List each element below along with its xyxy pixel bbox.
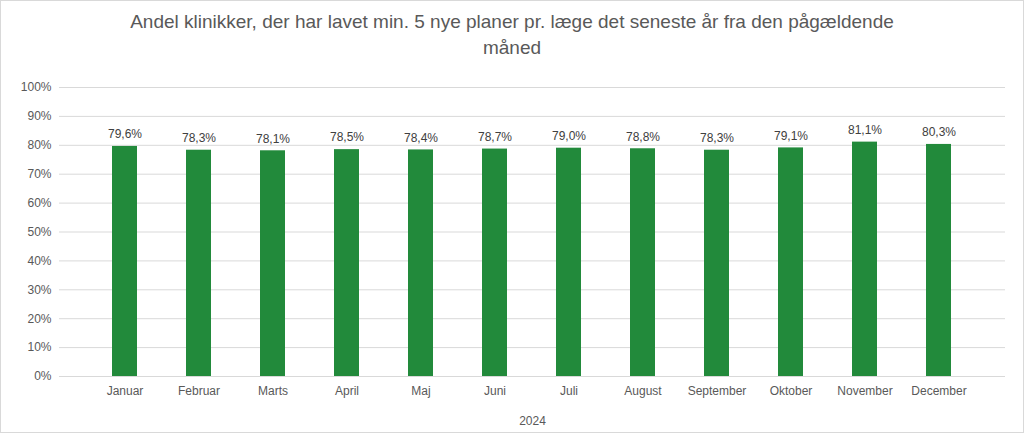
svg-text:Januar: Januar — [107, 384, 144, 398]
svg-text:80%: 80% — [27, 138, 51, 152]
svg-text:78,3%: 78,3% — [182, 131, 216, 145]
svg-text:79,0%: 79,0% — [552, 129, 586, 143]
html-text:Andel klinikker, der har lavet: Andel klinikker, der har lavet min. 5 ny… — [130, 11, 894, 58]
svg-text:90%: 90% — [27, 109, 51, 123]
svg-text:78,5%: 78,5% — [330, 130, 364, 144]
svg-text:60%: 60% — [27, 196, 51, 210]
svg-text:Maj: Maj — [411, 384, 430, 398]
svg-text:November: November — [837, 384, 892, 398]
svg-text:80,3%: 80,3% — [922, 125, 956, 139]
svg-text:78,8%: 78,8% — [626, 130, 660, 144]
svg-text:78,7%: 78,7% — [478, 130, 512, 144]
svg-text:79,1%: 79,1% — [774, 129, 808, 143]
svg-text:20%: 20% — [27, 312, 51, 326]
svg-text:79,6%: 79,6% — [108, 127, 142, 141]
svg-text:78,1%: 78,1% — [256, 132, 290, 146]
svg-text:40%: 40% — [27, 254, 51, 268]
svg-text:September: September — [688, 384, 747, 398]
svg-text:2024: 2024 — [519, 414, 546, 428]
svg-text:Februar: Februar — [178, 384, 220, 398]
svg-text:0%: 0% — [34, 369, 52, 383]
svg-text:81,1%: 81,1% — [848, 123, 882, 137]
svg-text:30%: 30% — [27, 283, 51, 297]
svg-text:10%: 10% — [27, 340, 51, 354]
svg-text:August: August — [624, 384, 662, 398]
svg-text:Marts: Marts — [258, 384, 288, 398]
svg-text:70%: 70% — [27, 167, 51, 181]
svg-text:April: April — [335, 384, 359, 398]
svg-text:78,4%: 78,4% — [404, 131, 438, 145]
svg-text:Oktober: Oktober — [770, 384, 813, 398]
svg-text:50%: 50% — [27, 225, 51, 239]
svg-text:December: December — [911, 384, 966, 398]
svg-text:78,3%: 78,3% — [700, 131, 734, 145]
svg-text:100%: 100% — [21, 80, 52, 94]
svg-text:Juli: Juli — [560, 384, 578, 398]
svg-text:Juni: Juni — [484, 384, 506, 398]
